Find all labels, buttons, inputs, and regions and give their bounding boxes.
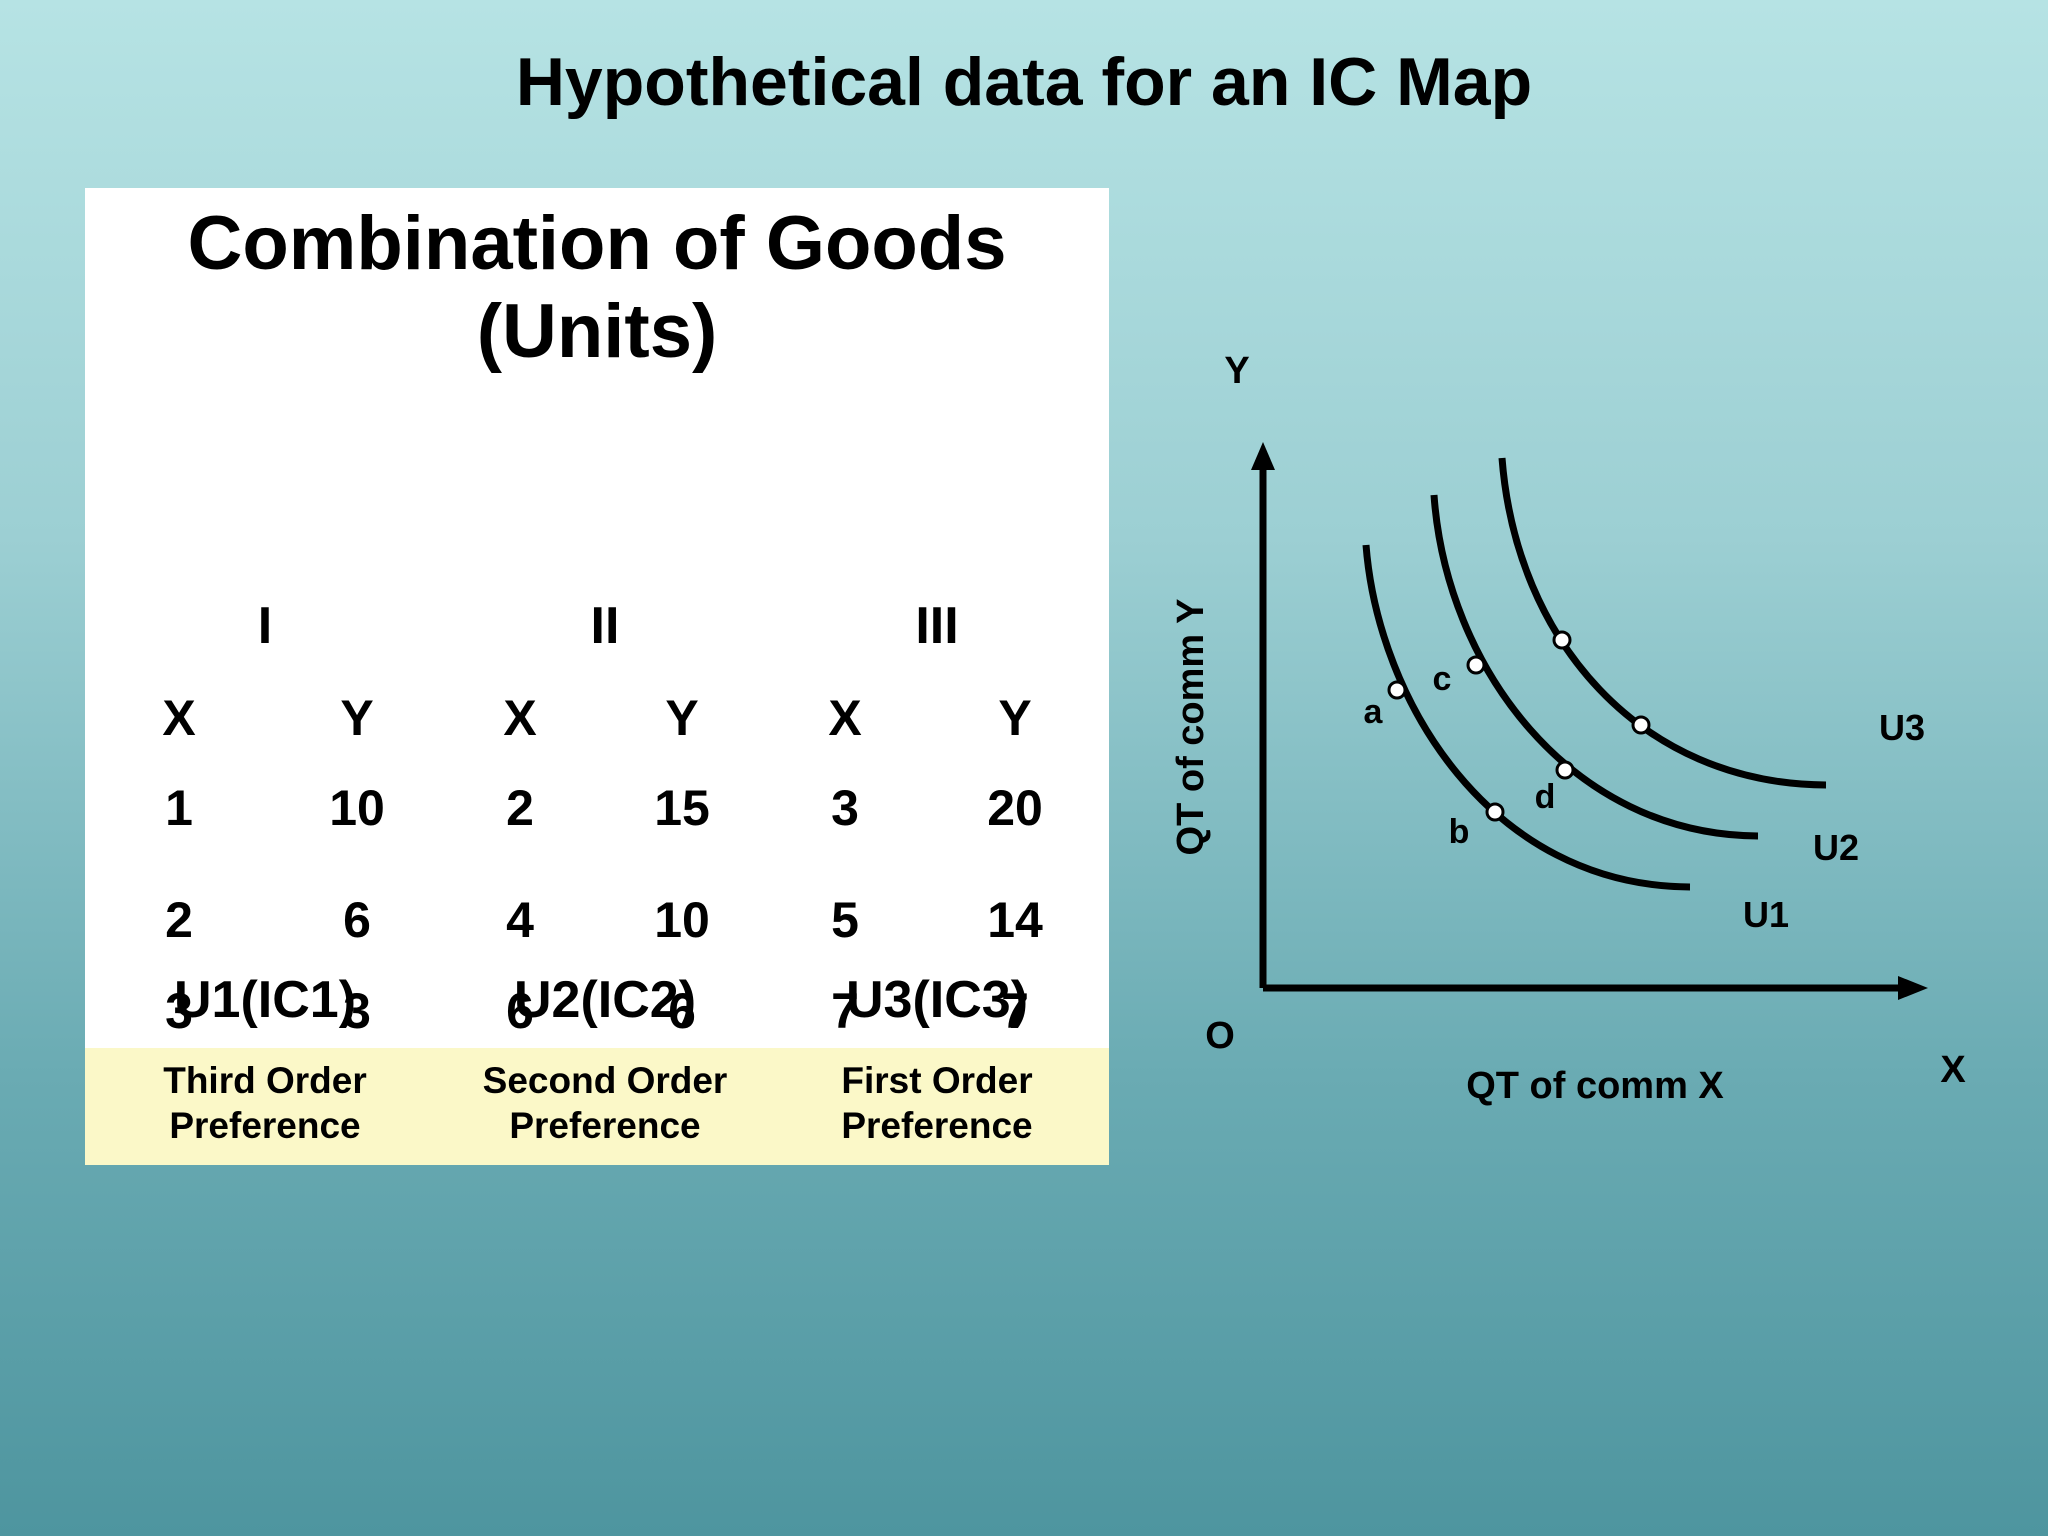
point-label-a: a xyxy=(1364,693,1384,731)
table-cell: 6 xyxy=(506,983,534,1039)
point-u3-lower xyxy=(1631,715,1651,735)
set-label-i: I xyxy=(257,597,273,655)
table-cell: 10 xyxy=(654,892,710,948)
curve-label-u3: U3(IC3) xyxy=(845,971,1029,1029)
column-header-x: X xyxy=(162,690,196,746)
curve-u1 xyxy=(1362,544,1691,891)
table-cell: 2 xyxy=(506,780,534,836)
x-axis-arrowhead xyxy=(1898,976,1928,1000)
origin-label: O xyxy=(1205,1015,1235,1057)
table-cell: 2 xyxy=(165,892,193,948)
table-title: Combination of Goods (Units) xyxy=(187,201,1007,374)
table-cell: 14 xyxy=(987,892,1043,948)
table-cell: 4 xyxy=(506,892,534,948)
point-u3-upper xyxy=(1552,630,1572,650)
point-b xyxy=(1485,802,1505,822)
table-cell: 10 xyxy=(329,780,385,836)
x-axis-letter: X xyxy=(1940,1049,1966,1091)
column-header-x: X xyxy=(503,690,537,746)
table-cell: 7 xyxy=(831,983,859,1039)
goods-combination-table: Combination of Goods (Units) I II III X … xyxy=(85,188,1109,1165)
y-axis-title: QT of comm Y xyxy=(1170,599,1212,856)
point-a xyxy=(1387,680,1407,700)
column-header-y: Y xyxy=(998,690,1032,746)
table-cell: 5 xyxy=(831,892,859,948)
preference-band: Third Order Preference Second Order Pref… xyxy=(85,1048,1109,1165)
table-cell: 3 xyxy=(165,983,193,1039)
preference-third: Third Order Preference xyxy=(163,1060,367,1146)
table-cell: 3 xyxy=(831,780,859,836)
table-cell: 15 xyxy=(654,780,710,836)
table-cell: 6 xyxy=(668,983,696,1039)
column-header-x: X xyxy=(828,690,862,746)
point-c xyxy=(1466,655,1486,675)
x-axis-title: QT of comm X xyxy=(1466,1065,1724,1107)
slide-title: Hypothetical data for an IC Map xyxy=(515,44,1533,120)
y-axis-letter: Y xyxy=(1224,350,1249,392)
point-label-d: d xyxy=(1535,778,1556,816)
point-label-c: c xyxy=(1433,660,1452,698)
curve-label-u2: U2 xyxy=(1813,827,1859,868)
table-cell: 20 xyxy=(987,780,1043,836)
curve-label-u3: U3 xyxy=(1879,707,1925,748)
set-label-ii: II xyxy=(590,597,620,655)
curve-label-u1: U1(IC1) xyxy=(173,971,357,1029)
point-d xyxy=(1555,760,1575,780)
table-cell: 7 xyxy=(1001,983,1029,1039)
column-header-y: Y xyxy=(665,690,699,746)
preference-second: Second Order Preference xyxy=(482,1060,728,1146)
point-label-b: b xyxy=(1449,813,1470,851)
table-cell: 3 xyxy=(343,983,371,1039)
y-axis-arrowhead xyxy=(1251,442,1275,470)
preference-first: First Order Preference xyxy=(841,1060,1033,1146)
table-cell: 6 xyxy=(343,892,371,948)
curve-label-u2: U2(IC2) xyxy=(513,971,697,1029)
curve-u2 xyxy=(1430,494,1759,840)
curve-label-u1: U1 xyxy=(1743,894,1789,935)
set-label-iii: III xyxy=(915,597,959,655)
table-cell: 1 xyxy=(165,780,193,836)
column-header-y: Y xyxy=(340,690,374,746)
curve-u3 xyxy=(1498,457,1827,789)
